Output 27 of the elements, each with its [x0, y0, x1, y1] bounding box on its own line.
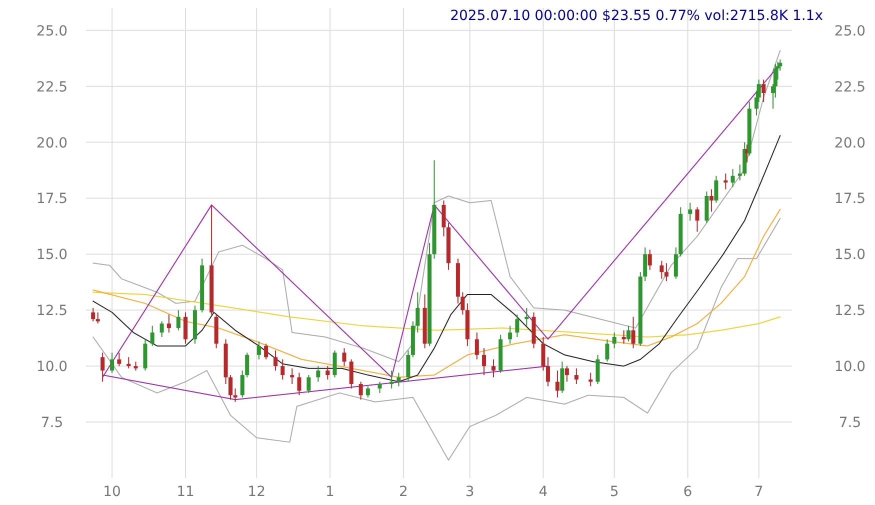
x-tick-label: 5 — [610, 484, 619, 500]
y2-tick-label: 25.0 — [834, 23, 866, 40]
y-tick-label: 7.5 — [40, 415, 64, 432]
y-tick-label: 10.0 — [36, 359, 68, 376]
y-tick-label: 17.5 — [36, 191, 68, 208]
y2-tick-label: 12.5 — [834, 303, 866, 320]
y2-tick-label: 15.0 — [834, 247, 866, 264]
y-tick-label: 22.5 — [36, 79, 68, 96]
x-tick-label: 3 — [465, 484, 474, 500]
y2-tick-label: 7.5 — [838, 415, 862, 432]
y-tick-label: 12.5 — [36, 303, 68, 320]
x-tick-label: 10 — [103, 484, 121, 500]
x-tick-label: 11 — [176, 484, 194, 500]
y-tick-label: 25.0 — [36, 23, 68, 40]
y2-tick-label: 22.5 — [834, 79, 866, 96]
y2-tick-label: 10.0 — [834, 359, 866, 376]
chart-title: 2025.07.10 00:00:00 $23.55 0.77% vol:2715.8K 1.1x — [450, 8, 823, 24]
y2-tick-label: 17.5 — [834, 191, 866, 208]
x-tick-label: 2 — [399, 484, 408, 500]
x-tick-label: 1 — [326, 484, 334, 500]
x-tick-label: 6 — [683, 484, 692, 500]
y2-tick-label: 20.0 — [834, 135, 866, 152]
x-tick-label: 4 — [538, 484, 548, 500]
y-tick-label: 15.0 — [36, 247, 68, 264]
y-tick-label: 20.0 — [36, 135, 68, 152]
x-tick-label: 12 — [248, 484, 266, 500]
x-tick-label: 7 — [754, 484, 764, 500]
